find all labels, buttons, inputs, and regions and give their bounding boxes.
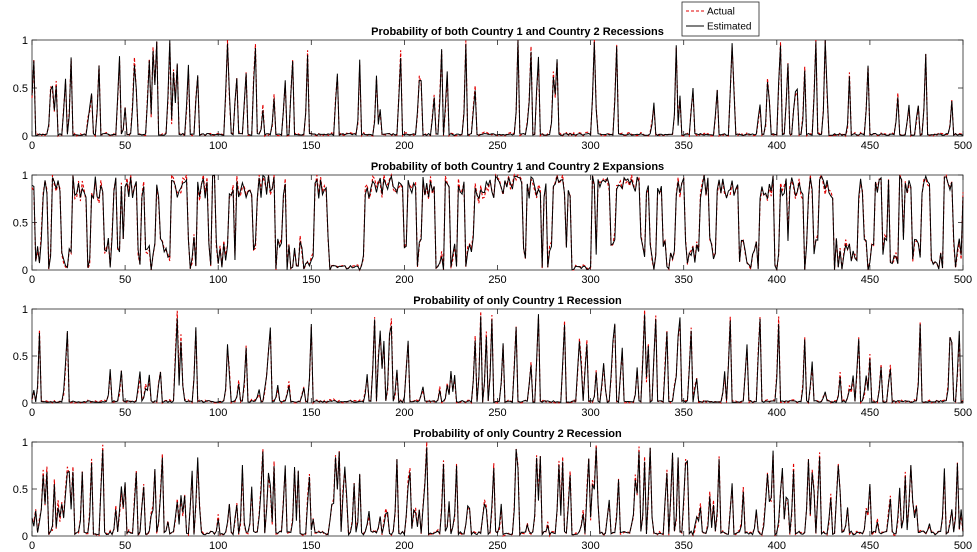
axes-box [31,39,964,137]
series-line-estimated [31,174,964,272]
x-tick-label: 450 [861,407,879,419]
y-tick-label: 1 [22,437,28,449]
subplot-title: Probability of both Country 1 and Countr… [371,26,664,38]
legend-label-actual: Actual [707,7,735,18]
x-tick-label: 0 [29,274,35,286]
series-line-estimated [31,40,964,137]
y-tick-label: 1 [22,35,28,47]
axes-box [31,308,964,404]
axes-box [31,441,964,537]
x-tick-label: 250 [488,140,506,152]
y-tick-label: 0.5 [13,484,28,496]
x-tick-label: 50 [119,140,131,152]
x-tick-label: 100 [209,140,227,152]
x-tick-label: 0 [29,540,35,552]
x-tick-label: 50 [119,540,131,552]
x-tick-label: 250 [488,274,506,286]
subplot-4: Probability of only Country 2 Recession 0… [13,428,972,552]
y-tick-label: 0.5 [13,83,28,95]
x-tick-label: 400 [768,407,786,419]
x-tick-label: 50 [119,274,131,286]
y-tick-label: 0 [22,265,28,277]
x-tick-label: 400 [768,540,786,552]
x-tick-label: 300 [581,540,599,552]
x-tick-label: 350 [675,540,693,552]
y-tick-label: 0.5 [13,218,28,230]
y-tick-label: 0 [22,398,28,410]
legend-label-estimated: Estimated [707,22,751,33]
legend-box [681,1,760,37]
x-tick-label: 100 [209,274,227,286]
x-tick-label: 400 [768,140,786,152]
x-tick-label: 100 [209,540,227,552]
x-tick-label: 50 [119,407,131,419]
x-tick-label: 350 [675,140,693,152]
y-tick-label: 0 [22,131,28,143]
x-tick-label: 350 [675,407,693,419]
x-tick-label: 200 [395,140,413,152]
x-tick-label: 200 [395,540,413,552]
x-tick-label: 200 [395,407,413,419]
x-tick-label: 300 [581,140,599,152]
x-tick-label: 500 [954,407,972,419]
series-line-estimated [31,314,964,404]
subplot-title: Probability of only Country 2 Recession [413,428,622,440]
x-tick-label: 250 [488,540,506,552]
x-tick-label: 400 [768,274,786,286]
x-tick-label: 300 [581,407,599,419]
series-line-estimated [31,447,964,537]
x-tick-label: 500 [954,540,972,552]
x-tick-label: 200 [395,274,413,286]
x-tick-label: 0 [29,140,35,152]
subplot-title: Probability of only Country 1 Recession [413,295,622,307]
x-tick-label: 150 [302,540,320,552]
x-tick-label: 100 [209,407,227,419]
x-tick-label: 450 [861,274,879,286]
subplot-1: Probability of both Country 1 and Countr… [13,1,972,152]
x-tick-label: 500 [954,274,972,286]
x-tick-label: 300 [581,274,599,286]
x-tick-label: 0 [29,407,35,419]
y-tick-label: 0.5 [13,351,28,363]
x-tick-label: 150 [302,407,320,419]
x-tick-label: 250 [488,407,506,419]
x-tick-label: 450 [861,540,879,552]
y-tick-label: 0 [22,531,28,543]
x-tick-label: 500 [954,140,972,152]
subplot-3: Probability of only Country 1 Recession 0… [13,295,972,419]
subplot-2: Probability of both Country 1 and Countr… [13,161,972,286]
y-tick-label: 1 [22,170,28,182]
legend: Actual Estimated [681,1,760,37]
x-tick-label: 150 [302,140,320,152]
x-tick-label: 150 [302,274,320,286]
x-tick-label: 350 [675,274,693,286]
subplot-title: Probability of both Country 1 and Countr… [371,161,664,173]
y-tick-label: 1 [22,304,28,316]
x-tick-label: 450 [861,140,879,152]
